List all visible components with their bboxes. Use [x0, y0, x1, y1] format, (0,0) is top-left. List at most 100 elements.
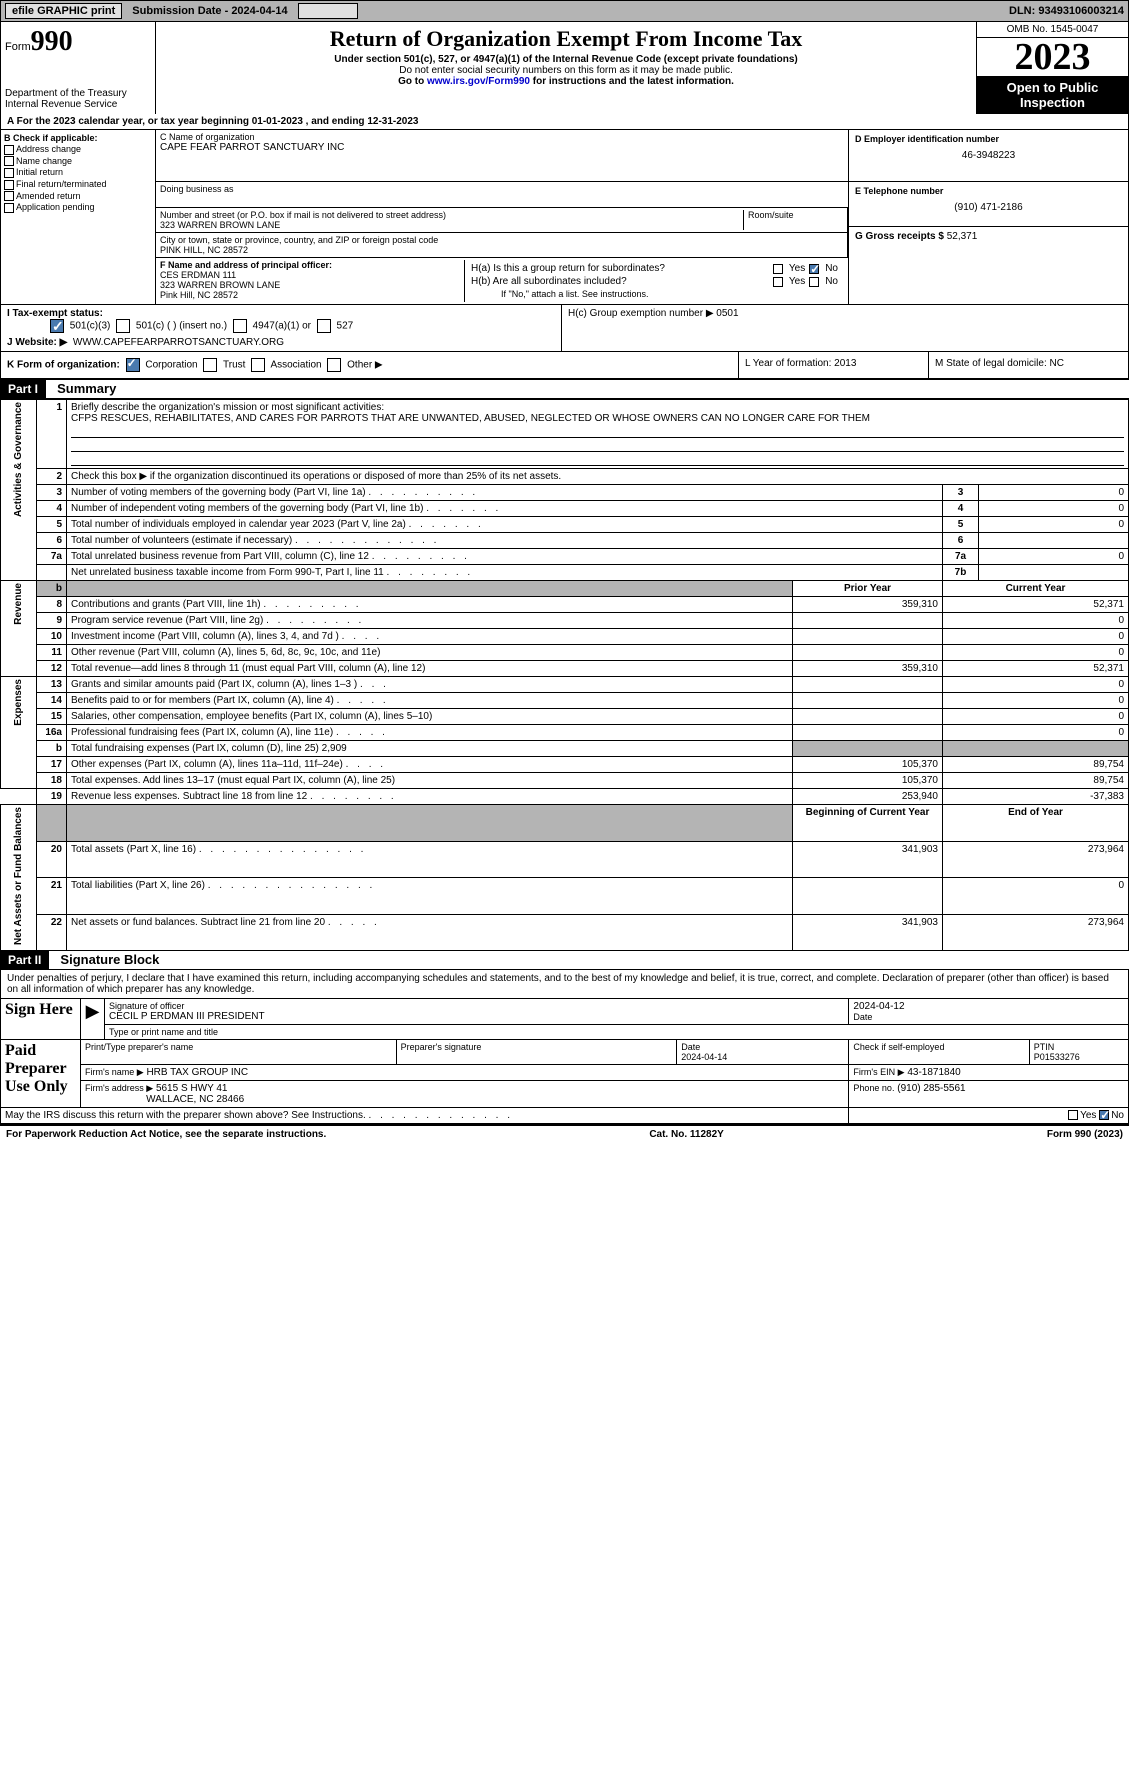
- box-c-name: C Name of organization CAPE FEAR PARROT …: [156, 130, 848, 182]
- hb-no[interactable]: [809, 277, 819, 287]
- p22: 341,903: [793, 914, 943, 951]
- p9: [793, 613, 943, 629]
- section-b-to-h: B Check if applicable: Address change Na…: [0, 130, 1129, 305]
- footer-left: For Paperwork Reduction Act Notice, see …: [6, 1129, 326, 1140]
- h-a: H(a) Is this a group return for subordin…: [471, 263, 838, 274]
- row-i-tax-status: I Tax-exempt status: 501(c)(3) 501(c) ( …: [1, 305, 561, 351]
- cb-corporation[interactable]: [126, 358, 140, 372]
- p10: [793, 629, 943, 645]
- c18: 89,754: [943, 773, 1129, 789]
- summary-table: Activities & Governance 1 Briefly descri…: [0, 399, 1129, 951]
- cb-501c3[interactable]: [50, 319, 64, 333]
- cb-amended-return[interactable]: Amended return: [4, 191, 152, 202]
- officer-addr2: Pink Hill, NC 28572: [160, 290, 464, 300]
- footer-right: Form 990 (2023): [1047, 1129, 1123, 1140]
- c8: 52,371: [943, 597, 1129, 613]
- p13: [793, 677, 943, 693]
- side-revenue: Revenue: [1, 581, 37, 677]
- row-m: M State of legal domicile: NC: [928, 352, 1128, 378]
- website: WWW.CAPEFEARPARROTSANCTUARY.ORG: [73, 337, 284, 348]
- signature-declaration: Under penalties of perjury, I declare th…: [0, 970, 1129, 998]
- dln: DLN: 93493106003214: [1009, 5, 1124, 17]
- p12: 359,310: [793, 661, 943, 677]
- top-bar: efile GRAPHIC print Submission Date - 20…: [0, 0, 1129, 22]
- hb-note: If "No," attach a list. See instructions…: [471, 289, 838, 299]
- form-number: Form990: [5, 26, 151, 58]
- box-e: E Telephone number (910) 471-2186: [849, 182, 1128, 227]
- cb-trust[interactable]: [203, 358, 217, 372]
- cb-501c[interactable]: [116, 319, 130, 333]
- p16a: [793, 725, 943, 741]
- cb-association[interactable]: [251, 358, 265, 372]
- p19: 253,940: [793, 789, 943, 805]
- telephone: (910) 471-2186: [855, 202, 1122, 213]
- signature-table: Sign Here ▶ Signature of officer CECIL P…: [0, 998, 1129, 1124]
- part-1-header: Part I Summary: [0, 380, 1129, 399]
- open-to-public: Open to Public Inspection: [977, 76, 1128, 114]
- prep-date: 2024-04-14: [681, 1052, 727, 1062]
- mission-text: CFPS RESCUES, REHABILITATES, AND CARES F…: [71, 413, 870, 424]
- box-g: G Gross receipts $ 52,371: [849, 227, 1128, 251]
- gross-receipts: 52,371: [947, 231, 978, 242]
- officer-name: CES ERDMAN 111: [160, 270, 464, 280]
- submission-date: Submission Date - 2024-04-14: [132, 5, 287, 17]
- footer-mid: Cat. No. 11282Y: [649, 1129, 723, 1140]
- val-7a: 0: [979, 549, 1129, 565]
- side-expenses: Expenses: [1, 677, 37, 789]
- subtitle-1: Under section 501(c), 527, or 4947(a)(1)…: [160, 54, 972, 65]
- hb-yes[interactable]: [773, 277, 783, 287]
- p15: [793, 709, 943, 725]
- irs-link[interactable]: www.irs.gov/Form990: [427, 76, 530, 87]
- p20: 341,903: [793, 841, 943, 878]
- sign-arrow-icon: ▶: [81, 999, 105, 1040]
- box-b: B Check if applicable: Address change Na…: [1, 130, 156, 304]
- cb-final-return[interactable]: Final return/terminated: [4, 179, 152, 190]
- h-b: H(b) Are all subordinates included? Yes …: [471, 276, 838, 287]
- box-c-street: Number and street (or P.O. box if mail i…: [156, 208, 847, 233]
- firm-ein: 43-1871840: [907, 1067, 960, 1078]
- dept-treasury: Department of the Treasury Internal Reve…: [5, 88, 151, 110]
- c9: 0: [943, 613, 1129, 629]
- val-6: [979, 533, 1129, 549]
- officer-signature: CECIL P ERDMAN III PRESIDENT: [109, 1011, 844, 1022]
- tax-year: 2023: [977, 38, 1128, 76]
- cb-address-change[interactable]: Address change: [4, 144, 152, 155]
- subtitle-2: Do not enter social security numbers on …: [160, 65, 972, 76]
- p8: 359,310: [793, 597, 943, 613]
- efile-print-button[interactable]: efile GRAPHIC print: [5, 3, 122, 19]
- room-suite: Room/suite: [743, 210, 843, 230]
- row-i-j: I Tax-exempt status: 501(c)(3) 501(c) ( …: [0, 305, 1129, 352]
- cb-other[interactable]: [327, 358, 341, 372]
- firm-addr2: WALLACE, NC 28466: [146, 1094, 244, 1105]
- c14: 0: [943, 693, 1129, 709]
- ha-no[interactable]: [809, 264, 819, 274]
- row-a-tax-year: A For the 2023 calendar year, or tax yea…: [0, 114, 1129, 130]
- c10: 0: [943, 629, 1129, 645]
- val-4: 0: [979, 501, 1129, 517]
- box-f: F Name and address of principal officer:…: [156, 258, 848, 304]
- sign-here-label: Sign Here: [1, 999, 81, 1040]
- officer-addr1: 323 WARREN BROWN LANE: [160, 280, 464, 290]
- p14: [793, 693, 943, 709]
- blank-button[interactable]: [298, 3, 358, 19]
- val-7b: [979, 565, 1129, 581]
- ha-yes[interactable]: [773, 264, 783, 274]
- discuss-yes[interactable]: [1068, 1110, 1078, 1120]
- cb-527[interactable]: [317, 319, 331, 333]
- cb-initial-return[interactable]: Initial return: [4, 167, 152, 178]
- firm-phone: (910) 285-5561: [897, 1083, 965, 1094]
- p18: 105,370: [793, 773, 943, 789]
- part-2-header: Part II Signature Block: [0, 951, 1129, 970]
- street-address: 323 WARREN BROWN LANE: [160, 220, 743, 230]
- firm-addr1: 5615 S HWY 41: [156, 1083, 228, 1094]
- c11: 0: [943, 645, 1129, 661]
- cb-application-pending[interactable]: Application pending: [4, 202, 152, 213]
- cb-4947[interactable]: [233, 319, 247, 333]
- c15: 0: [943, 709, 1129, 725]
- footer: For Paperwork Reduction Act Notice, see …: [0, 1124, 1129, 1143]
- discuss-no[interactable]: [1099, 1110, 1109, 1120]
- c19: -37,383: [943, 789, 1129, 805]
- c12: 52,371: [943, 661, 1129, 677]
- cb-name-change[interactable]: Name change: [4, 156, 152, 167]
- side-net-assets: Net Assets or Fund Balances: [1, 805, 37, 951]
